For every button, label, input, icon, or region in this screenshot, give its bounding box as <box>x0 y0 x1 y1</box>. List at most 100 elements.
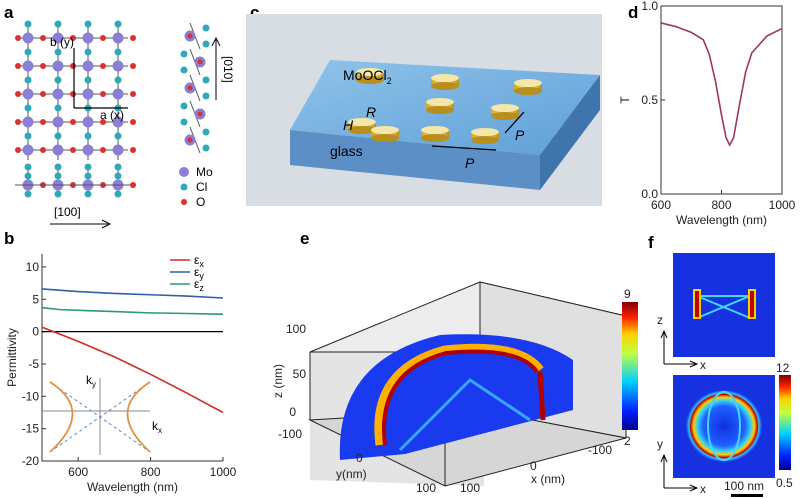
cl-atom <box>84 190 92 198</box>
dir-100-label: [100] <box>54 205 81 219</box>
axis-frame <box>660 5 783 195</box>
cl-atom <box>54 20 62 28</box>
mo-atom <box>22 60 34 72</box>
x-tick: 0 <box>530 459 537 473</box>
series-line-εy <box>41 288 224 299</box>
cl-atom <box>84 132 92 140</box>
y-tick-label: 5 <box>32 292 39 306</box>
period-label-y: P <box>515 127 525 143</box>
cl-atom <box>24 190 32 198</box>
gold-disk-top <box>514 79 542 87</box>
cl-atom <box>54 172 62 180</box>
panel-label-b: b <box>4 229 14 248</box>
o-atom <box>40 63 46 69</box>
mo-atom <box>52 116 64 128</box>
o-atom <box>130 35 136 41</box>
x-tick-label: 800 <box>711 198 731 212</box>
y-tick-label: -15 <box>22 422 40 436</box>
x-tick-label: 600 <box>651 198 671 212</box>
cl-atom <box>114 20 122 28</box>
y-tick-label: 1.0 <box>641 0 658 13</box>
o-atom <box>100 119 106 125</box>
scalebar-label: 100 nm <box>724 479 764 493</box>
mo-atom <box>82 60 94 72</box>
x-tick-label: 600 <box>68 465 88 479</box>
o-atom <box>40 147 46 153</box>
gold-disk-top <box>426 98 454 106</box>
glass-side-face <box>540 75 600 190</box>
x-tick: 100 <box>460 481 480 495</box>
legend-mo-icon <box>179 167 189 177</box>
period-arrows <box>431 111 525 151</box>
y-tick-label: 10 <box>26 260 40 274</box>
mo-atom <box>82 116 94 128</box>
gold-disks <box>348 68 542 144</box>
cl-atom <box>114 163 122 171</box>
gold-disk-top <box>491 104 519 112</box>
cl-atom <box>24 132 32 140</box>
cl-atom <box>202 92 210 100</box>
field-distribution-surface <box>339 334 573 460</box>
y-tick: -100 <box>278 427 302 441</box>
gold-disk-top <box>471 128 499 136</box>
mo-atom <box>112 88 124 100</box>
o-atom <box>15 119 21 125</box>
o-atom <box>197 111 203 117</box>
mo-atom <box>82 88 94 100</box>
y-tick: 0 <box>356 451 363 465</box>
y-tick-label: 0 <box>32 325 39 339</box>
legend-label: εx <box>194 253 204 269</box>
o-atom <box>100 63 106 69</box>
y-axis-label: y(nm) <box>336 467 367 481</box>
legend-label: εy <box>194 265 204 281</box>
cl-atom <box>180 118 188 126</box>
colorbar-e-min: 2 <box>624 434 631 448</box>
x-tick-label: 1000 <box>210 465 237 479</box>
colorbar-f-min: 0.5 <box>776 476 793 490</box>
o-atom <box>15 63 21 69</box>
gold-disk-bottom <box>471 136 499 144</box>
x-tick-label: 1000 <box>769 198 796 212</box>
x-tick: -100 <box>588 443 612 457</box>
o-atom <box>40 91 46 97</box>
inset-kx-label: kx <box>152 419 162 435</box>
o-atom <box>70 35 76 41</box>
z-tick: 100 <box>286 322 306 336</box>
y-tick-label: -10 <box>22 389 40 403</box>
material-label: MoOCl2 <box>343 67 392 86</box>
cl-atom <box>114 190 122 198</box>
legend-label: Cl <box>196 180 207 194</box>
y-tick-label: 0.0 <box>641 187 658 201</box>
o-atom <box>40 35 46 41</box>
gold-disk-bottom <box>426 106 454 114</box>
scalebar <box>731 494 763 497</box>
o-atom <box>187 85 193 91</box>
glass-front-face <box>290 130 540 190</box>
lattice-axes <box>73 48 128 109</box>
x-tick-label: 800 <box>141 465 161 479</box>
cl-atom <box>24 48 32 56</box>
chart-transmission: 600 800 1000 1.0 0.5 0.0 Wavelength (nm) T <box>618 0 796 227</box>
gold-disk-top <box>431 74 459 82</box>
mo-atom <box>22 144 34 156</box>
cl-atom <box>202 144 210 152</box>
o-atom <box>15 35 21 41</box>
height-label: H <box>343 117 354 133</box>
radius-label: R <box>366 104 376 120</box>
cl-atom <box>84 163 92 171</box>
o-atom <box>15 91 21 97</box>
y-tick-label: -5 <box>28 357 39 371</box>
panel-label-f: f <box>648 233 654 252</box>
legend-o-icon <box>181 199 187 205</box>
gold-disk-top <box>421 126 449 134</box>
inset-hyperbola <box>49 381 151 453</box>
crystal-structure <box>15 20 210 198</box>
cl-atom <box>54 163 62 171</box>
o-atom <box>15 147 21 153</box>
o-atom <box>197 59 203 65</box>
o-atom <box>70 119 76 125</box>
field-3d-plot: 9 2 0 50 100 z (nm) -100 0 100 y(nm) 100… <box>271 281 638 495</box>
mo-atom <box>52 144 64 156</box>
